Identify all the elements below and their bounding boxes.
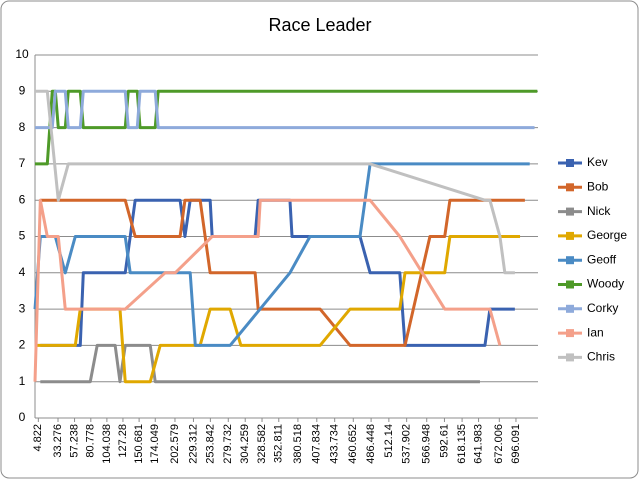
x-tick-label: 486.448 [365,424,377,464]
series-line [35,89,535,130]
legend-label: Ian [587,325,604,339]
y-tick-label: 3 [19,301,26,315]
y-tick-label: 10 [15,47,29,61]
x-tick-label: 174.049 [149,424,161,464]
y-tick-label: 1 [19,374,26,388]
x-tick-label: 33.276 [52,424,64,458]
series-line [35,89,515,275]
y-tick-label: 5 [19,229,26,243]
legend-label: Woody [587,277,624,291]
legend-marker [566,353,574,362]
x-tick-label: 566.948 [421,424,433,464]
y-tick-label: 0 [19,410,26,424]
legend-marker [566,183,574,192]
legend-label: George [587,228,627,242]
x-tick-label: 127.28 [117,424,129,458]
legend-label: Bob [587,179,609,193]
x-tick-label: 57.238 [68,424,80,458]
x-tick-label: 672.006 [493,424,505,464]
legend-marker [566,329,574,338]
legend-marker [566,207,574,216]
x-tick-label: 229.312 [187,424,199,464]
legend-label: Nick [587,204,611,218]
legend-marker [566,304,574,313]
y-tick-label: 2 [19,338,26,352]
legend-label: Kev [587,155,608,169]
x-tick-label: 304.259 [239,424,251,464]
x-tick-label: 253.842 [204,424,216,464]
legend-label: Geoff [587,252,617,266]
legend-label: Chris [587,350,615,364]
series-line [33,198,502,382]
x-tick-label: 4.822 [32,424,44,452]
x-tick-label: 537.902 [401,424,413,464]
x-tick-label: 328.582 [256,424,268,464]
y-tick-label: 6 [19,192,26,206]
x-tick-label: 380.518 [292,424,304,464]
y-tick-label: 8 [19,120,26,134]
x-tick-label: 460.652 [347,424,359,464]
x-tick-label: 641.983 [472,424,484,464]
x-tick-label: 352.811 [273,424,285,463]
x-tick-label: 202.579 [169,424,181,464]
y-tick-label: 9 [19,83,26,97]
legend-marker [566,159,574,167]
x-tick-label: 512.14 [383,424,395,458]
x-tick-label: 80.778 [85,424,97,458]
x-tick-label: 618.135 [456,424,468,464]
x-tick-label: 279.732 [222,424,234,464]
chart-title: Race Leader [268,15,371,35]
x-tick-label: 150.681 [133,424,145,464]
x-tick-label: 407.834 [311,424,323,464]
y-tick-label: 4 [19,265,26,279]
x-tick-label: 696.091 [510,424,522,464]
legend-marker [566,231,574,240]
legend-marker [566,280,574,289]
legend-label: Corky [587,301,618,315]
x-tick-label: 592.61 [438,424,450,458]
x-tick-label: 104.038 [101,424,113,464]
x-tick-label: 433.734 [329,424,341,464]
y-tick-label: 7 [19,156,26,170]
legend-marker [566,256,574,265]
